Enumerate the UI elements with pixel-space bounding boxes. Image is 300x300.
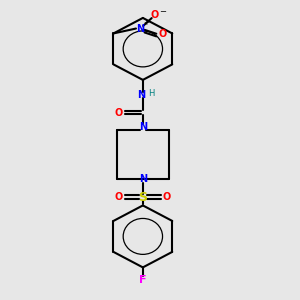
Text: F: F	[139, 275, 147, 285]
Text: N: N	[139, 122, 147, 132]
Text: N: N	[137, 90, 145, 100]
Text: N: N	[139, 174, 147, 184]
Text: O: O	[115, 107, 123, 118]
Text: H: H	[148, 89, 155, 98]
Text: +: +	[144, 20, 150, 26]
Text: O: O	[150, 11, 159, 20]
Text: S: S	[138, 191, 147, 204]
Text: −: −	[159, 7, 166, 16]
Text: N: N	[136, 23, 144, 34]
Text: O: O	[159, 29, 167, 39]
Text: O: O	[115, 192, 123, 202]
Text: O: O	[163, 192, 171, 202]
